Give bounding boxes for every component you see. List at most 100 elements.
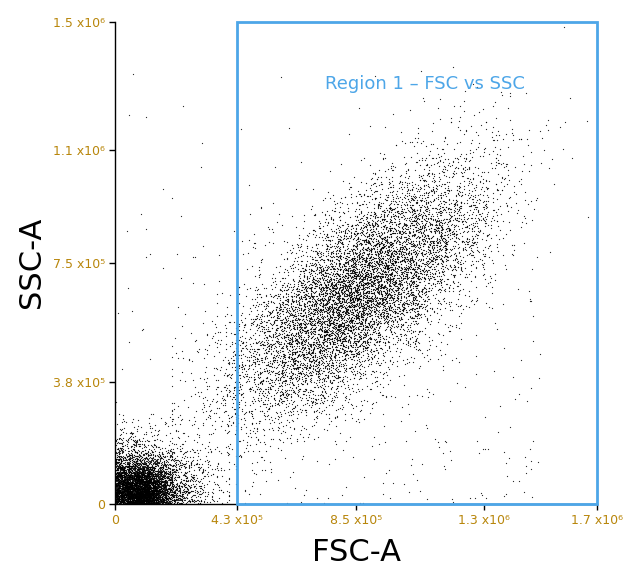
Point (278, 437, 288, 446)
Point (373, 354, 383, 363)
Point (129, 477, 140, 486)
Point (532, 253, 542, 262)
Point (252, 311, 262, 321)
Point (230, 422, 241, 431)
Point (373, 311, 383, 321)
Point (326, 360, 337, 370)
Point (397, 194, 408, 204)
Point (160, 482, 170, 491)
Point (323, 371, 333, 381)
Point (356, 319, 366, 328)
Point (381, 217, 391, 226)
Point (351, 286, 361, 296)
Point (287, 351, 298, 360)
Point (314, 365, 324, 374)
Point (154, 486, 164, 495)
Point (300, 362, 310, 371)
Point (153, 496, 163, 506)
Point (355, 260, 365, 270)
Point (120, 470, 131, 479)
Point (122, 498, 132, 507)
Point (308, 294, 319, 303)
Point (122, 498, 132, 507)
Point (122, 488, 132, 498)
Point (145, 498, 155, 507)
Point (168, 482, 178, 491)
Point (303, 310, 314, 319)
Point (404, 299, 414, 308)
Point (152, 479, 162, 488)
Point (134, 496, 144, 505)
Point (364, 311, 374, 321)
Point (153, 426, 163, 435)
Point (122, 491, 132, 500)
Point (142, 498, 152, 507)
Point (379, 318, 389, 328)
Point (504, 193, 514, 203)
Point (152, 467, 162, 476)
Point (308, 394, 318, 403)
Point (345, 363, 355, 373)
Point (308, 266, 318, 276)
Point (120, 436, 131, 445)
Point (317, 303, 328, 312)
Point (263, 388, 273, 397)
Point (394, 266, 404, 275)
Point (125, 499, 136, 508)
Point (245, 325, 255, 334)
Point (119, 481, 129, 490)
Point (148, 489, 159, 498)
Point (112, 439, 122, 448)
Point (137, 478, 147, 488)
Point (369, 168, 380, 178)
Point (442, 240, 452, 249)
Point (314, 221, 324, 231)
Point (351, 292, 361, 301)
Point (189, 491, 199, 500)
Point (309, 351, 319, 360)
Point (150, 486, 161, 495)
Point (316, 326, 326, 336)
Point (461, 227, 472, 236)
Point (334, 285, 344, 294)
Point (125, 485, 135, 495)
Point (301, 371, 312, 380)
Point (136, 491, 146, 500)
Point (370, 310, 380, 319)
Point (186, 356, 196, 366)
Point (150, 495, 160, 505)
Point (129, 464, 140, 473)
Point (142, 492, 152, 502)
Point (132, 488, 143, 498)
Point (383, 263, 394, 273)
Point (257, 376, 268, 385)
Point (258, 341, 268, 350)
Point (451, 215, 461, 224)
Point (277, 369, 287, 378)
Point (137, 471, 147, 480)
Point (143, 478, 154, 488)
Point (132, 437, 142, 446)
Point (468, 200, 478, 210)
Point (143, 485, 154, 494)
Point (314, 284, 324, 293)
Point (384, 304, 394, 313)
Point (274, 342, 284, 351)
Point (345, 255, 355, 265)
Point (292, 356, 302, 366)
Point (480, 212, 490, 221)
Point (464, 179, 474, 188)
Point (112, 457, 122, 467)
Point (298, 369, 308, 378)
Point (145, 483, 156, 492)
Point (124, 472, 134, 481)
Point (369, 233, 379, 242)
Point (337, 283, 347, 292)
Point (352, 198, 362, 207)
Point (303, 331, 313, 340)
Point (278, 292, 288, 301)
Point (118, 479, 128, 488)
Point (381, 246, 392, 255)
Point (267, 358, 277, 367)
Point (393, 221, 403, 231)
